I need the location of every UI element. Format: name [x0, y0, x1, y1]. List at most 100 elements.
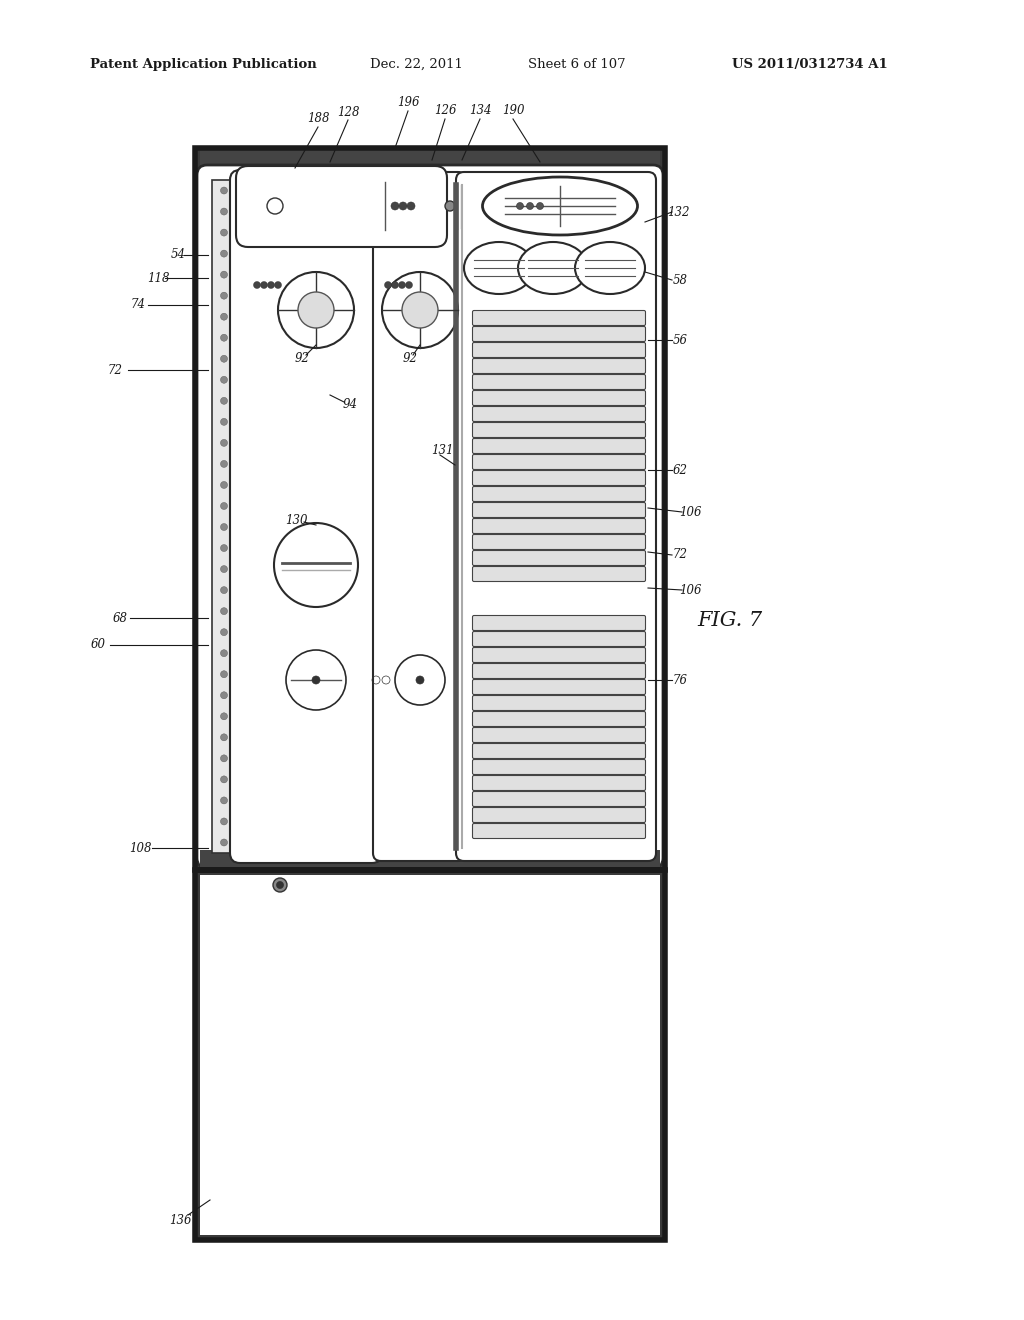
Circle shape — [220, 586, 227, 594]
Circle shape — [382, 272, 458, 348]
Bar — [195, 148, 665, 870]
Circle shape — [220, 776, 227, 783]
Text: 92: 92 — [295, 351, 309, 364]
FancyBboxPatch shape — [472, 550, 645, 565]
Circle shape — [267, 198, 283, 214]
Circle shape — [220, 230, 227, 236]
Text: 56: 56 — [673, 334, 687, 346]
Circle shape — [391, 281, 398, 289]
Circle shape — [526, 202, 534, 210]
FancyBboxPatch shape — [472, 680, 645, 694]
Text: Patent Application Publication: Patent Application Publication — [90, 58, 316, 71]
Bar — [200, 148, 660, 170]
Circle shape — [267, 281, 274, 289]
FancyBboxPatch shape — [472, 470, 645, 486]
FancyBboxPatch shape — [472, 503, 645, 517]
Circle shape — [406, 281, 413, 289]
Text: 72: 72 — [673, 549, 687, 561]
FancyBboxPatch shape — [472, 824, 645, 838]
Circle shape — [220, 607, 227, 615]
Circle shape — [220, 376, 227, 383]
Circle shape — [220, 334, 227, 342]
Circle shape — [407, 202, 415, 210]
FancyBboxPatch shape — [472, 743, 645, 759]
Circle shape — [402, 292, 438, 327]
FancyBboxPatch shape — [472, 792, 645, 807]
Ellipse shape — [464, 242, 534, 294]
Text: 131: 131 — [431, 444, 454, 457]
Circle shape — [220, 797, 227, 804]
Text: 130: 130 — [285, 513, 307, 527]
FancyBboxPatch shape — [472, 391, 645, 405]
FancyBboxPatch shape — [472, 535, 645, 549]
Text: 188: 188 — [307, 112, 330, 125]
Bar — [200, 153, 660, 865]
FancyBboxPatch shape — [456, 172, 656, 861]
Circle shape — [399, 202, 407, 210]
Circle shape — [398, 281, 406, 289]
Circle shape — [220, 292, 227, 300]
Circle shape — [220, 628, 227, 636]
Text: 190: 190 — [502, 104, 524, 117]
Circle shape — [220, 440, 227, 446]
FancyBboxPatch shape — [197, 165, 663, 869]
Bar — [195, 870, 665, 1239]
Circle shape — [220, 271, 227, 279]
Circle shape — [220, 187, 227, 194]
Bar — [195, 870, 665, 1239]
Circle shape — [312, 676, 319, 684]
FancyBboxPatch shape — [472, 808, 645, 822]
Circle shape — [220, 355, 227, 362]
Text: 132: 132 — [667, 206, 689, 219]
Circle shape — [516, 202, 523, 210]
FancyBboxPatch shape — [472, 615, 645, 631]
Text: 134: 134 — [469, 104, 492, 117]
Text: 92: 92 — [402, 351, 418, 364]
Text: 128: 128 — [337, 106, 359, 119]
Circle shape — [220, 840, 227, 846]
Text: 108: 108 — [129, 842, 152, 854]
Text: 54: 54 — [171, 248, 185, 261]
FancyBboxPatch shape — [472, 631, 645, 647]
Circle shape — [391, 202, 399, 210]
Text: US 2011/0312734 A1: US 2011/0312734 A1 — [732, 58, 888, 71]
Circle shape — [220, 313, 227, 321]
Text: 94: 94 — [342, 399, 357, 412]
Circle shape — [220, 249, 227, 257]
FancyBboxPatch shape — [230, 170, 382, 863]
Circle shape — [220, 734, 227, 741]
FancyBboxPatch shape — [472, 342, 645, 358]
FancyBboxPatch shape — [472, 648, 645, 663]
FancyBboxPatch shape — [472, 375, 645, 389]
Circle shape — [395, 655, 445, 705]
FancyBboxPatch shape — [472, 326, 645, 342]
Circle shape — [286, 649, 346, 710]
Text: Dec. 22, 2011: Dec. 22, 2011 — [370, 58, 463, 71]
Circle shape — [537, 202, 544, 210]
FancyBboxPatch shape — [472, 727, 645, 742]
Text: 76: 76 — [673, 673, 687, 686]
FancyBboxPatch shape — [472, 776, 645, 791]
Circle shape — [445, 201, 455, 211]
Text: FIG. 7: FIG. 7 — [697, 610, 763, 630]
Text: 106: 106 — [679, 506, 701, 519]
FancyBboxPatch shape — [472, 422, 645, 437]
Text: 126: 126 — [434, 104, 457, 117]
FancyBboxPatch shape — [472, 696, 645, 710]
Ellipse shape — [482, 177, 638, 235]
FancyBboxPatch shape — [472, 487, 645, 502]
FancyBboxPatch shape — [472, 519, 645, 533]
FancyBboxPatch shape — [472, 407, 645, 421]
Circle shape — [220, 397, 227, 404]
Circle shape — [220, 818, 227, 825]
Circle shape — [384, 281, 391, 289]
Circle shape — [298, 292, 334, 327]
FancyBboxPatch shape — [472, 438, 645, 454]
Circle shape — [274, 281, 282, 289]
Circle shape — [416, 676, 424, 684]
Text: 72: 72 — [108, 363, 123, 376]
Circle shape — [274, 523, 358, 607]
FancyBboxPatch shape — [373, 172, 466, 861]
Circle shape — [220, 545, 227, 552]
Bar — [212, 180, 236, 853]
